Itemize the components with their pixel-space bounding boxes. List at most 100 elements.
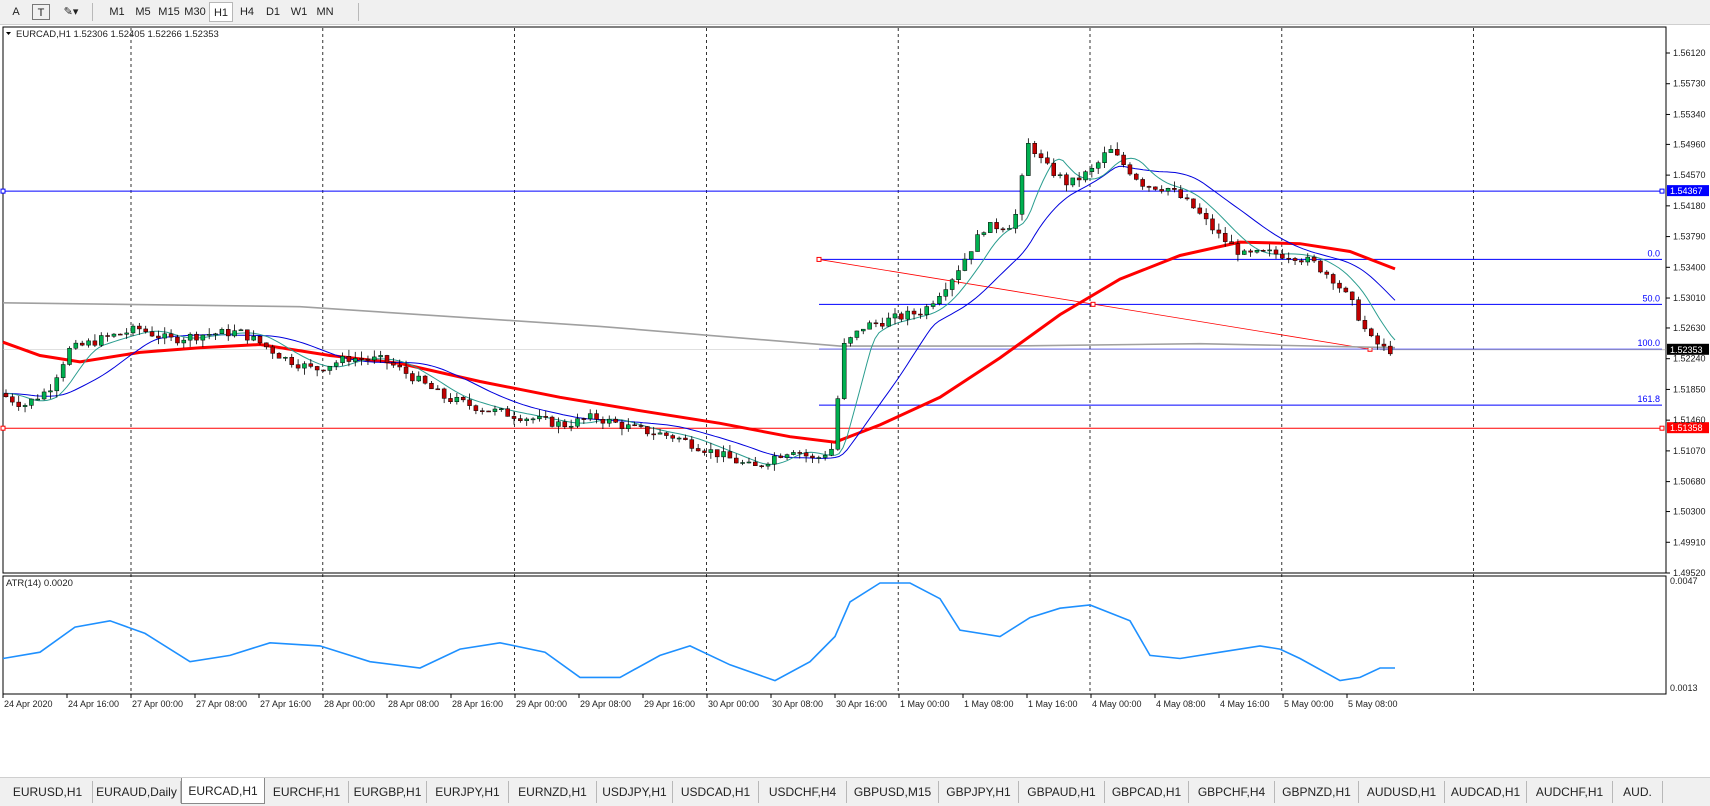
tab-eurjpy-h1[interactable]: EURJPY,H1 [427, 781, 509, 803]
timeframe-m15[interactable]: M15 [158, 6, 180, 18]
tab-usdjpy-h1[interactable]: USDJPY,H1 [597, 781, 673, 803]
candle-body [1280, 253, 1285, 259]
candle-body [1273, 249, 1279, 255]
tab-eurchf-h1[interactable]: EURCHF,H1 [265, 781, 349, 803]
timeframe-m30[interactable]: M30 [184, 6, 206, 18]
candle-body [1261, 250, 1266, 252]
tab-eurgbp-h1[interactable]: EURGBP,H1 [349, 781, 427, 803]
candle-body [492, 408, 498, 412]
candle-body [619, 422, 625, 429]
time-axis-label: 4 May 08:00 [1156, 699, 1206, 709]
candle-body [1032, 143, 1037, 154]
candle-body [575, 418, 580, 427]
tab-aud[interactable]: AUD. [1613, 781, 1663, 803]
fib-level-label: 161.8 [1637, 394, 1660, 404]
atr-chart-area[interactable] [2, 575, 1667, 695]
vertical-grid [130, 28, 1474, 693]
candle-body [505, 408, 510, 417]
candle-body [1108, 149, 1114, 153]
text-label-tool-button[interactable]: T [32, 4, 50, 20]
candle-body [759, 465, 764, 467]
candle-body [822, 455, 828, 458]
tab-gbpchf-h4[interactable]: GBPCHF,H4 [1189, 781, 1275, 803]
tab-gbpjpy-h1[interactable]: GBPJPY,H1 [939, 781, 1019, 803]
candle-body [1375, 335, 1380, 345]
timeframe-m1[interactable]: M1 [109, 6, 125, 18]
price-tag [1667, 422, 1709, 434]
candle-body [702, 450, 707, 453]
line-handle[interactable] [0, 188, 6, 194]
tab-audcad-h1[interactable]: AUDCAD,H1 [1445, 781, 1527, 803]
time-axis-label: 27 Apr 16:00 [260, 699, 311, 709]
drawing-tools-dropdown[interactable]: ✎▾ [63, 6, 79, 18]
ma-200 [2, 302, 1396, 349]
fib-handle[interactable] [816, 256, 822, 262]
candle-body [537, 416, 542, 420]
time-axis-label: 1 May 00:00 [900, 699, 950, 709]
candle-body [1127, 164, 1133, 175]
candle-body [981, 232, 987, 235]
candle-body [943, 289, 949, 297]
timeframe-h1[interactable]: H1 [209, 2, 233, 22]
candlesticks [3, 138, 1393, 471]
time-axis-label: 24 Apr 2020 [4, 699, 53, 709]
tab-eurcad-h1[interactable]: EURCAD,H1 [181, 778, 265, 804]
price-axis-label: 1.53010 [1673, 293, 1706, 303]
candle-body [753, 461, 758, 466]
tab-gbpusd-m15[interactable]: GBPUSD,M15 [847, 781, 939, 803]
fib-handle[interactable] [1090, 301, 1096, 307]
candle-body [1362, 320, 1368, 330]
main-chart-area[interactable] [2, 26, 1667, 574]
candle-body [791, 452, 796, 455]
symbol-tabs: EURUSD,H1 EURAUD,Daily EURCAD,H1 EURCHF,H1 E… [0, 777, 1710, 806]
candle-body [1324, 271, 1330, 275]
candle-body [35, 398, 40, 401]
timeframe-h4[interactable]: H4 [239, 6, 255, 18]
tab-gbpaud-h1[interactable]: GBPAUD,H1 [1019, 781, 1105, 803]
price-axis-label: 1.54570 [1673, 170, 1706, 180]
time-axis-label: 1 May 16:00 [1028, 699, 1078, 709]
tab-audusd-h1[interactable]: AUDUSD,H1 [1359, 781, 1445, 803]
timeframe-mn[interactable]: MN [316, 6, 334, 18]
tab-usdchf-h4[interactable]: USDCHF,H4 [759, 781, 847, 803]
candle-body [206, 334, 212, 336]
time-axis-label: 27 Apr 00:00 [132, 699, 183, 709]
tab-gbpcad-h1[interactable]: GBPCAD,H1 [1105, 781, 1189, 803]
candle-body [1064, 174, 1069, 186]
candle-body [422, 375, 428, 384]
candle-body [245, 329, 250, 341]
atr-axis-top: 0.0047 [1670, 576, 1698, 586]
candle-body [1330, 274, 1336, 284]
tab-euraud-daily[interactable]: EURAUD,Daily [93, 781, 181, 803]
line-handle[interactable] [1659, 188, 1665, 194]
candle-body [1203, 213, 1209, 220]
horizontal-lines[interactable]: 1.54367 1.51358 1.52353 [0, 185, 1709, 434]
line-handle[interactable] [1659, 425, 1665, 431]
tab-eurnzd-h1[interactable]: EURNZD,H1 [509, 781, 597, 803]
timeframe-m5[interactable]: M5 [135, 6, 151, 18]
tab-gbpnzd-h1[interactable]: GBPNZD,H1 [1275, 781, 1359, 803]
timeframe-d1[interactable]: D1 [265, 6, 281, 18]
current-price-tag [1667, 343, 1709, 355]
text-tool-button[interactable]: A [12, 6, 20, 18]
candle-body [321, 369, 326, 372]
candle-body [1070, 177, 1076, 186]
header-dropdown-icon[interactable] [6, 32, 11, 35]
candle-body [841, 342, 847, 399]
candle-body [988, 222, 993, 233]
candle-body [340, 355, 345, 364]
toolbar-separator [358, 3, 359, 21]
price-axis-label: 1.49910 [1673, 537, 1706, 547]
line-handle[interactable] [0, 425, 6, 431]
timeframe-w1[interactable]: W1 [290, 6, 308, 18]
candle-body [124, 332, 129, 335]
candle-body [29, 398, 34, 406]
candle-body [664, 432, 669, 436]
tab-usdcad-h1[interactable]: USDCAD,H1 [673, 781, 759, 803]
tab-audchf-h1[interactable]: AUDCHF,H1 [1527, 781, 1613, 803]
tab-eurusd-h1[interactable]: EURUSD,H1 [3, 781, 93, 803]
candle-body [143, 328, 148, 332]
time-axis-label: 30 Apr 00:00 [708, 699, 759, 709]
candle-body [175, 336, 180, 344]
